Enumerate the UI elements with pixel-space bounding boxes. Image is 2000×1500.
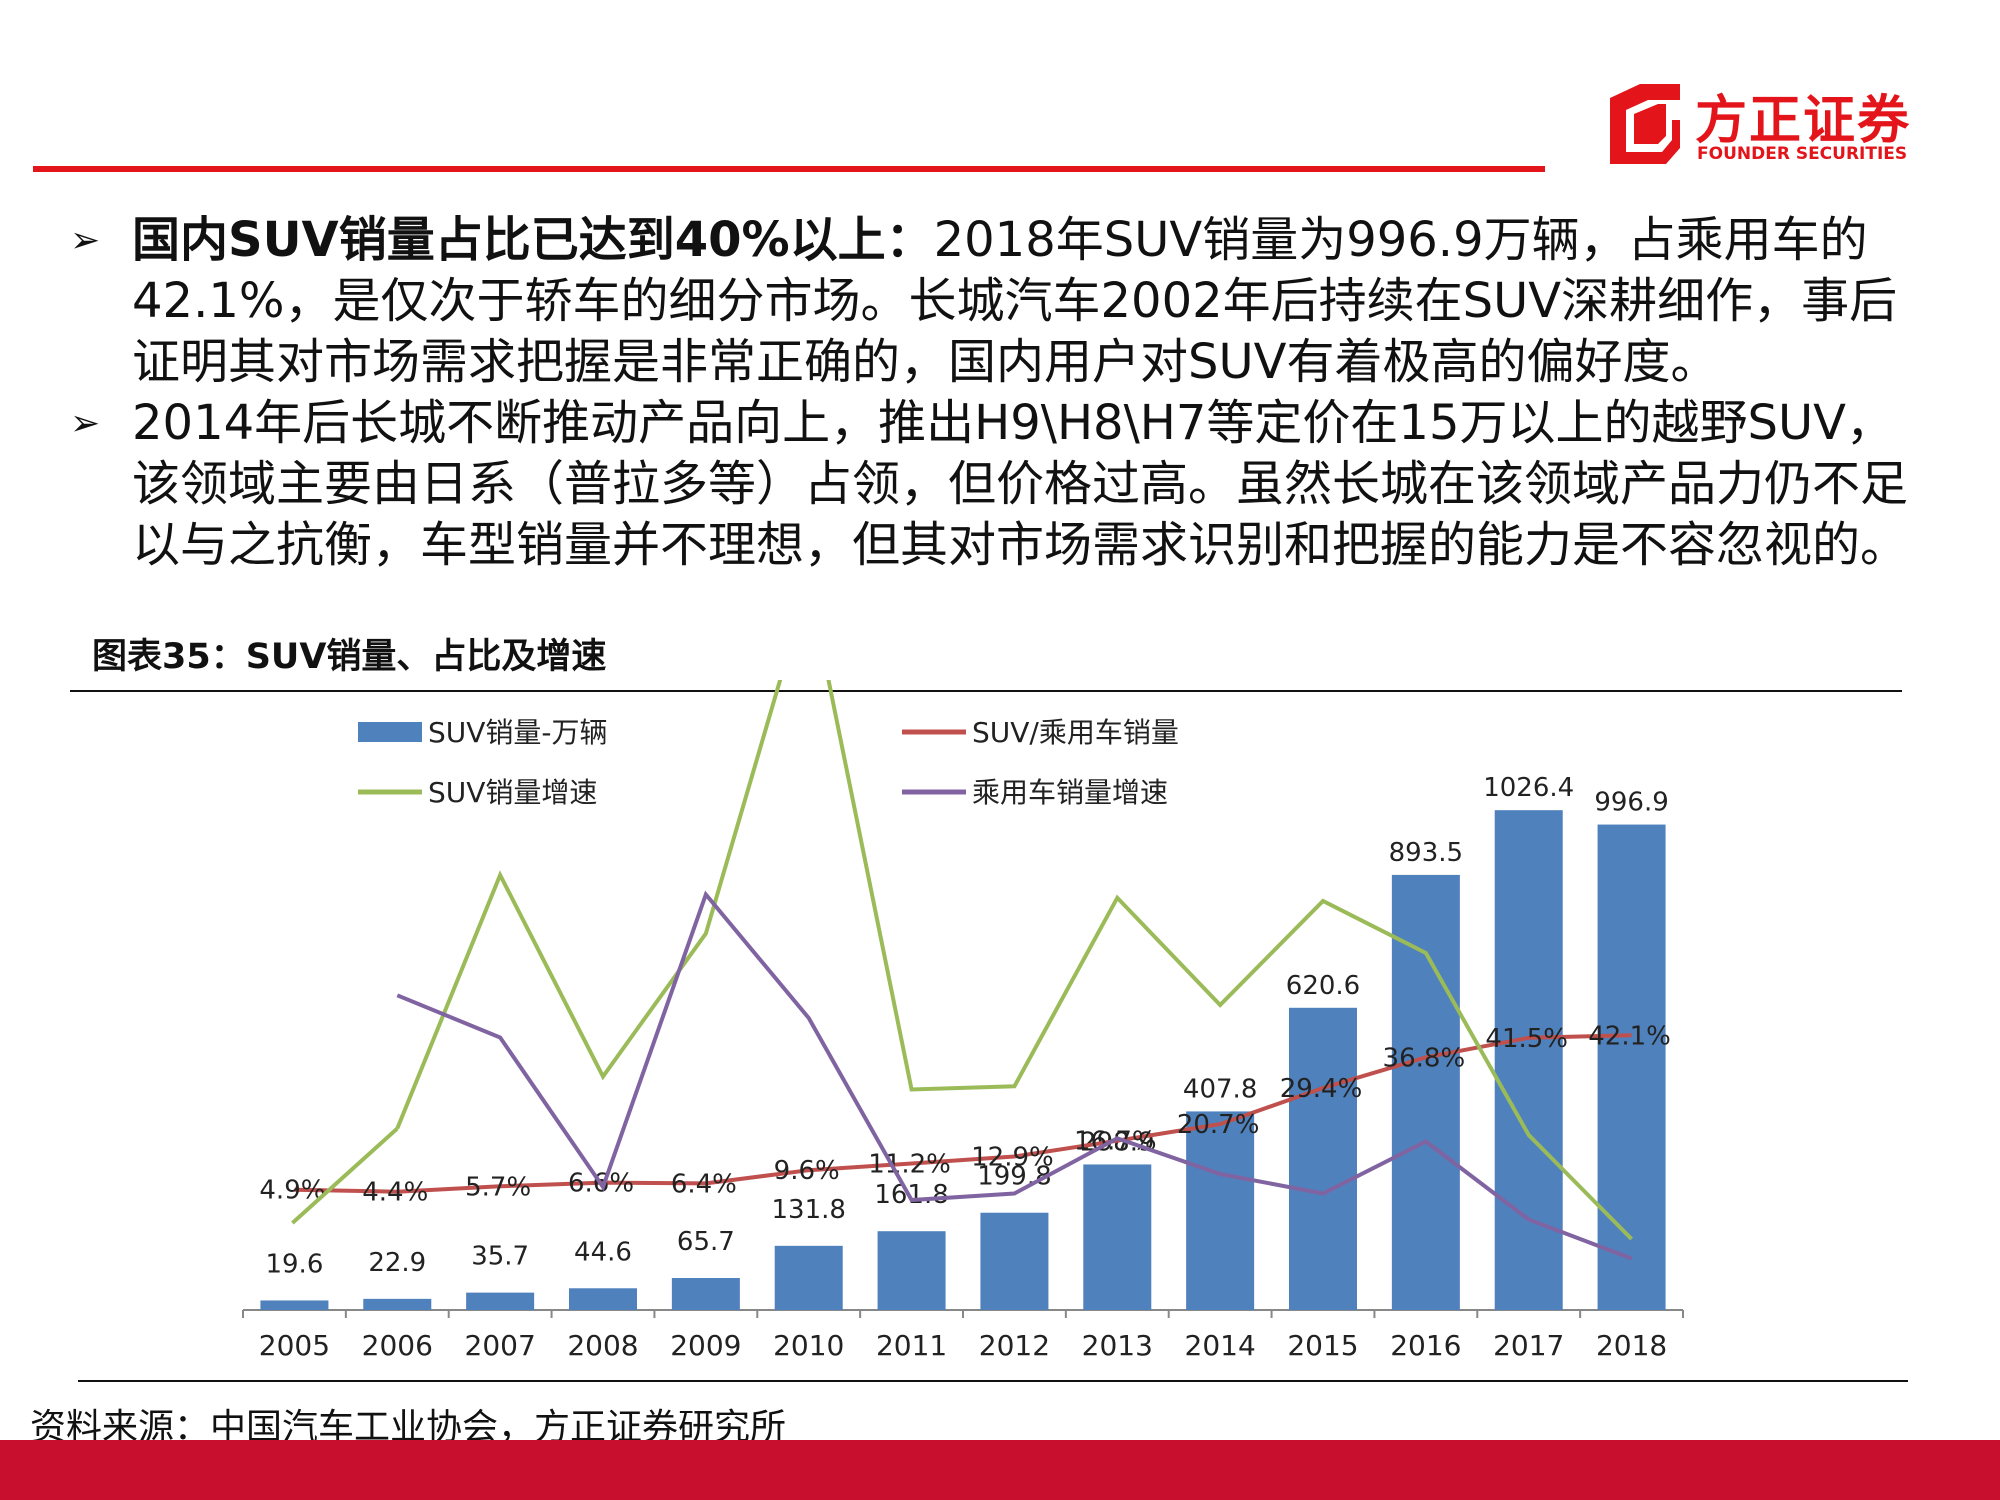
bar-value-label: 161.8 [874, 1180, 948, 1210]
x-tick-label: 2009 [670, 1329, 741, 1362]
legend-label: 乘用车销量增速 [972, 776, 1168, 809]
bar-suv-sales [466, 1292, 535, 1310]
x-tick-label: 2010 [773, 1329, 844, 1362]
bar-value-label: 19.6 [265, 1249, 323, 1279]
bar-suv-sales [1186, 1111, 1255, 1310]
bar-value-label: 199.8 [977, 1162, 1051, 1192]
bar-suv-sales [1289, 1007, 1357, 1310]
share-value-label: 4.4% [362, 1178, 428, 1208]
arrow-bullet-icon: ➢ [70, 403, 101, 444]
x-tick-label: 2015 [1287, 1329, 1358, 1362]
header-rule [33, 166, 1545, 172]
share-value-label: 6.4% [671, 1169, 737, 1199]
legend-swatch-bar [358, 722, 422, 742]
bullet-item-1: ➢ 国内SUV销量占比已达到40%以上：2018年SUV销量为996.9万辆，占乘… [70, 210, 1910, 393]
bar-suv-sales [363, 1298, 432, 1310]
x-tick-label: 2018 [1596, 1329, 1667, 1362]
line-suv-growth [395, 680, 1633, 1241]
share-value-label: 16.7% [1074, 1127, 1157, 1157]
brand-logo-mark-icon [1610, 84, 1680, 164]
x-tick-label: 2012 [979, 1329, 1050, 1362]
bar-value-label: 35.7 [471, 1242, 529, 1272]
bar-value-label: 1026.4 [1483, 773, 1574, 803]
x-tick-label: 2005 [259, 1329, 330, 1362]
bar-suv-sales [260, 1300, 329, 1310]
bar-suv-sales [1083, 1164, 1152, 1310]
brand-name-cn: 方正证券 [1695, 91, 1912, 151]
legend-label: SUV/乘用车销量 [972, 716, 1179, 749]
share-value-label: 42.1% [1588, 1021, 1671, 1051]
x-tick-label: 2013 [1082, 1329, 1153, 1362]
share-value-label: 12.9% [971, 1142, 1054, 1172]
legend-label: SUV销量-万辆 [428, 716, 608, 749]
figure-title: 图表35：SUV销量、占比及增速 [92, 637, 607, 677]
bar-value-label: 407.8 [1183, 1074, 1257, 1104]
bullet-list: ➢ 国内SUV销量占比已达到40%以上：2018年SUV销量为996.9万辆，占乘… [70, 210, 1910, 576]
share-value-label: 29.4% [1280, 1074, 1363, 1104]
legend-label: SUV销量增速 [428, 776, 597, 809]
share-value-label: 41.5% [1485, 1024, 1568, 1054]
figure-bottom-rule [78, 1380, 1908, 1382]
bar-suv-sales [1391, 874, 1460, 1310]
bar-value-label: 44.6 [574, 1237, 632, 1267]
bar-suv-sales [877, 1231, 946, 1310]
bar-suv-sales [980, 1212, 1049, 1310]
arrow-bullet-icon: ➢ [70, 220, 101, 261]
bar-suv-sales [569, 1288, 637, 1310]
bar-value-label: 131.8 [771, 1195, 845, 1225]
line-pv-growth [396, 890, 1633, 1261]
brand-logo: 方正证券 FOUNDER SECURITIES [1600, 78, 1930, 168]
footer-bar [0, 1440, 2000, 1500]
bar-suv-sales [774, 1245, 843, 1310]
bar-value-label: 65.7 [677, 1227, 735, 1257]
x-tick-label: 2014 [1185, 1329, 1256, 1362]
share-value-label: 11.2% [868, 1150, 951, 1180]
bar-suv-sales [671, 1278, 740, 1310]
bullet-2-text: 2014年后长城不断推动产品向上，推出H9\H8\H7等定价在15万以上的越野S… [132, 395, 1909, 573]
x-tick-label: 2006 [362, 1329, 433, 1362]
share-value-label: 5.7% [465, 1172, 531, 1202]
bullet-item-2: ➢ 2014年后长城不断推动产品向上，推出H9\H8\H7等定价在15万以上的越野… [70, 393, 1910, 576]
x-tick-label: 2011 [876, 1329, 947, 1362]
brand-name-en: FOUNDER SECURITIES [1697, 144, 1908, 164]
x-tick-label: 2008 [567, 1329, 638, 1362]
x-tick-label: 2007 [465, 1329, 536, 1362]
line-suv-growth-segment [291, 1127, 399, 1225]
figure-top-rule [70, 690, 1902, 692]
bullet-1-text: 2018年SUV销量为996.9万辆，占乘用车的42.1%，是仅次于轿车的细分市… [132, 212, 1898, 390]
share-value-label: 20.7% [1177, 1110, 1260, 1140]
bar-value-label: 620.6 [1286, 971, 1360, 1001]
bar-value-label: 996.9 [1594, 788, 1668, 818]
bar-value-label: 22.9 [368, 1248, 426, 1278]
x-tick-label: 2017 [1493, 1329, 1564, 1362]
x-tick-label: 2016 [1390, 1329, 1461, 1362]
bar-value-label: 893.5 [1389, 838, 1463, 868]
bar-suv-sales [1597, 824, 1666, 1310]
bullet-1-bold: 国内SUV销量占比已达到40%以上： [132, 212, 934, 268]
bar-suv-sales [1494, 810, 1563, 1310]
share-value-label: 36.8% [1383, 1043, 1466, 1073]
share-value-label: 9.6% [774, 1156, 840, 1186]
line-suv-share [294, 1033, 1632, 1194]
